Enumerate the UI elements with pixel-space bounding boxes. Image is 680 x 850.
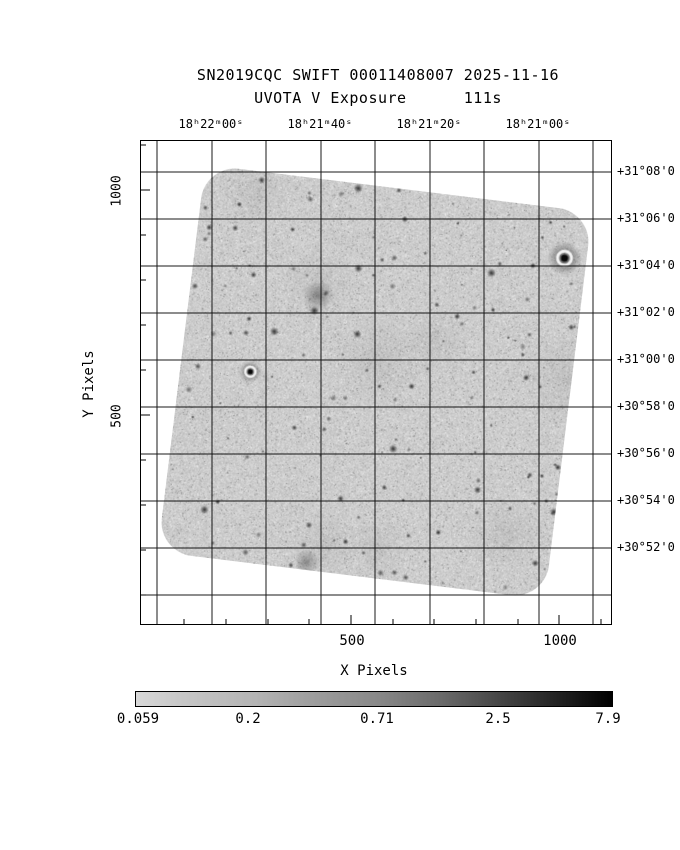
colorbar-tick-label: 0.71 [360,711,394,727]
plot-subtitle: UVOTA V Exposure 111s [254,89,502,107]
coordinate-grid [140,140,612,625]
dec-tick-label: +31°08'0 [617,164,675,178]
x-axis-title: X Pixels [340,663,408,679]
dec-tick-label: +30°56'0 [617,446,675,460]
plot-title: SN2019CQC SWIFT 00011408007 2025-11-16 [196,66,560,84]
colorbar-tick-label: 7.9 [595,711,621,727]
y-tick-label: 500 [109,404,125,428]
dec-tick-label: +30°52'0 [617,540,675,554]
x-tick-label: 1000 [543,633,577,649]
x-tick-label: 500 [339,633,365,649]
dec-tick-label: +30°54'0 [617,493,675,507]
dec-tick-label: +31°06'0 [617,211,675,225]
dec-tick-label: +31°00'0 [617,352,675,366]
dec-tick-label: +31°04'0 [617,258,675,272]
dec-tick-label: +31°02'0 [617,305,675,319]
ra-tick-label: 18ʰ21ᵐ40ˢ [287,117,353,131]
ra-tick-label: 18ʰ21ᵐ00ˢ [505,117,571,131]
colorbar-gradient [135,691,613,707]
y-tick-label: 1000 [109,175,125,207]
colorbar-tick-label: 0.2 [235,711,261,727]
ra-tick-label: 18ʰ22ᵐ00ˢ [178,117,244,131]
plot-frame [140,140,612,625]
ra-tick-label: 18ʰ21ᵐ20ˢ [396,117,462,131]
dec-tick-label: +30°58'0 [617,399,675,413]
colorbar-tick-label: 2.5 [485,711,511,727]
y-axis-title: Y Pixels [81,350,97,418]
colorbar-tick-label: 0.059 [116,711,160,727]
